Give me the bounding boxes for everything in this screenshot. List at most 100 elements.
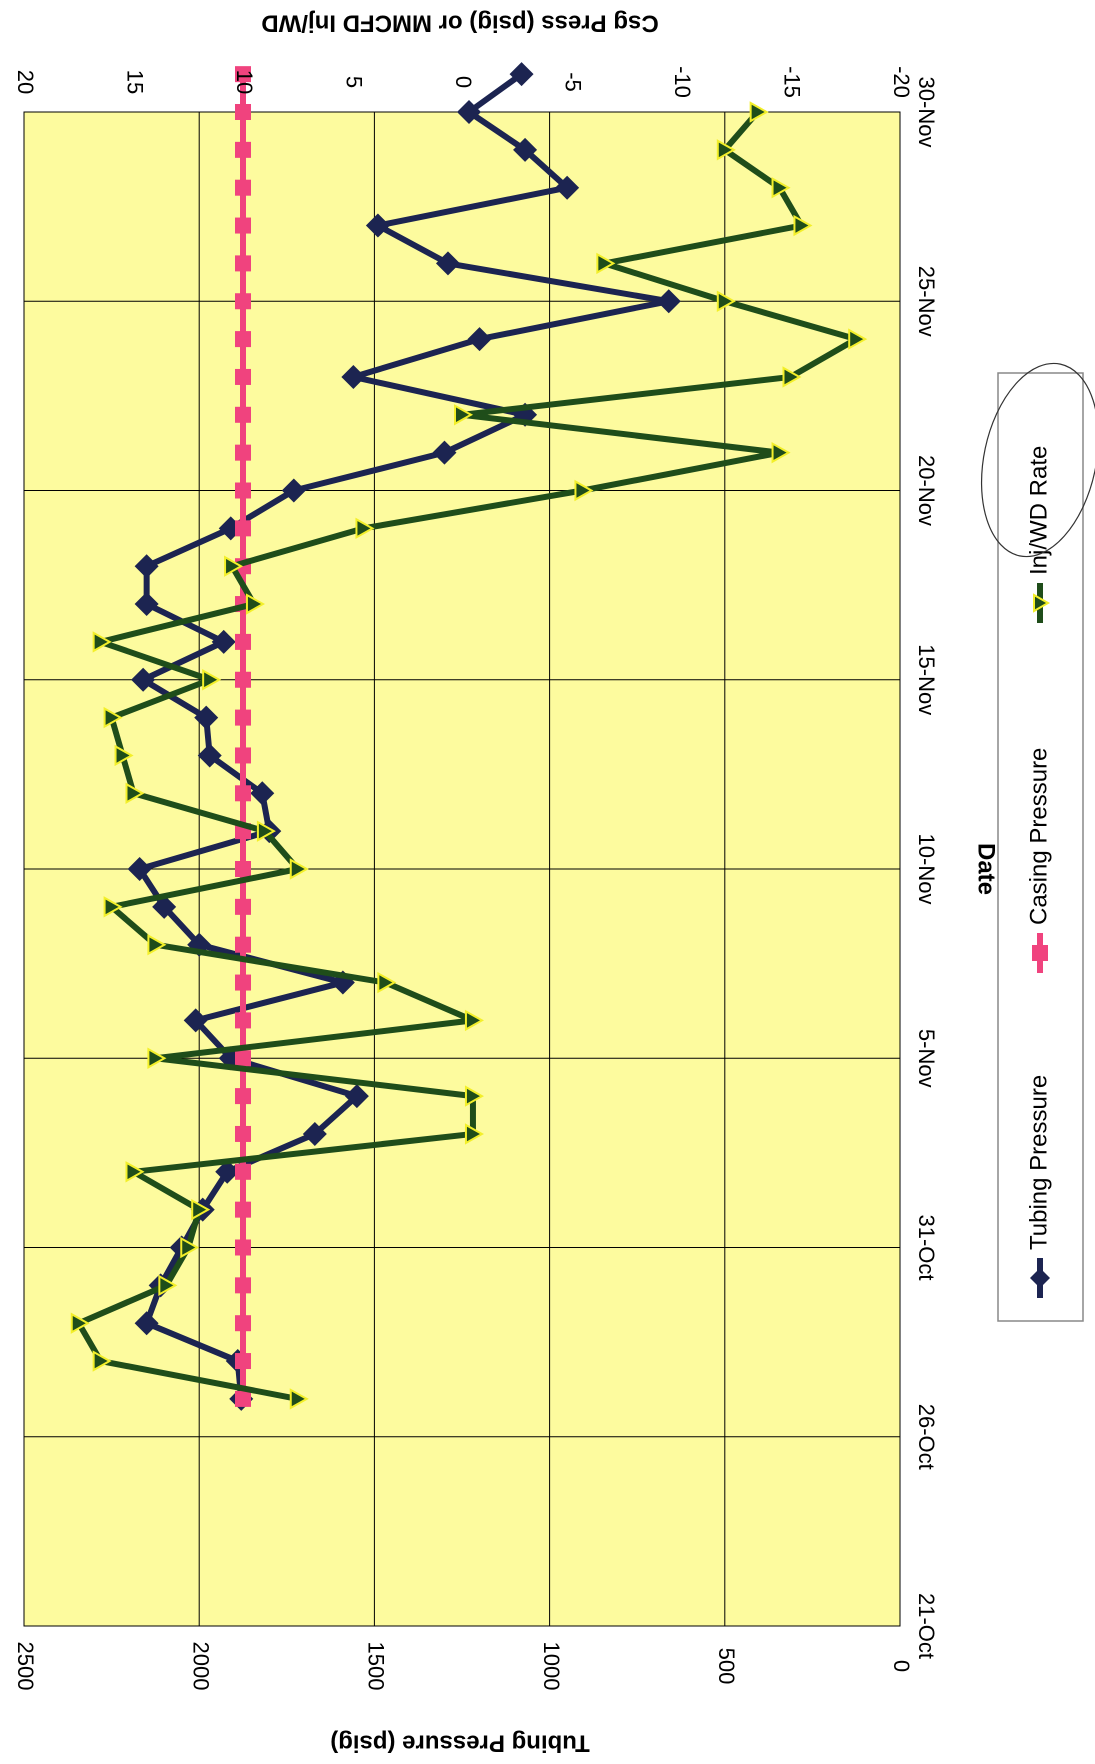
casing-pressure-point — [235, 709, 251, 726]
casing-pressure-point — [235, 141, 251, 158]
casing-pressure-point — [235, 633, 251, 650]
inj-wd-rate-point — [114, 744, 134, 767]
inj-wd-rate-point — [716, 139, 736, 161]
tubing-pressure-point — [467, 327, 492, 352]
casing-pressure-point — [235, 255, 251, 272]
inj-wd-rate-point — [70, 1312, 90, 1334]
casing-pressure-point — [235, 368, 251, 385]
casing-pressure-point — [235, 974, 251, 991]
date-tick-label: 20-Nov — [914, 455, 939, 526]
secondary-axis-tick-label: -10 — [670, 66, 695, 98]
inj-wd-rate-point — [224, 555, 244, 577]
inj-wd-rate-point — [180, 1236, 200, 1259]
legend-label: Tubing Pressure — [1025, 1075, 1052, 1250]
casing-pressure-point — [235, 747, 251, 764]
date-tick-label: 10-Nov — [914, 834, 939, 905]
casing-pressure-point — [235, 1353, 251, 1370]
tubing-pressure-point — [134, 1311, 159, 1336]
casing-pressure-point — [235, 861, 251, 877]
casing-pressure-point — [235, 179, 251, 196]
tubing-pressure-point — [127, 857, 152, 881]
inj-wd-rate-point — [202, 669, 222, 691]
right-axis-title: Csg Press (psig) or MMCFD Inj/WD — [261, 10, 658, 37]
inj-wd-rate-point — [103, 706, 123, 729]
date-tick-label: 21-Oct — [914, 1593, 939, 1659]
inj-wd-rate-point — [464, 1123, 484, 1145]
casing-pressure-point — [235, 1125, 251, 1142]
inj-wd-rate-point — [454, 404, 474, 426]
inj-wd-rate-point — [92, 631, 112, 653]
tubing-pressure-point — [152, 894, 177, 919]
casing-pressure-point — [235, 406, 251, 423]
casing-pressure-point — [235, 1277, 251, 1294]
tubing-pressure-point — [457, 100, 482, 124]
casing-pressure-point — [235, 1201, 251, 1218]
inj-wd-rate-point — [848, 328, 868, 350]
secondary-axis-tick-label: -5 — [561, 72, 586, 92]
inj-wd-rate-point — [158, 1274, 178, 1297]
legend-marker-triangle — [1033, 593, 1051, 613]
inj-wd-rate-point — [147, 1047, 167, 1069]
tubing-pressure-point — [656, 289, 681, 314]
secondary-axis-tick-label: 10 — [232, 70, 257, 94]
tubing-pressure-point — [432, 440, 457, 465]
tubing-pressure-tick-label: 1000 — [539, 1642, 564, 1691]
tubing-pressure-point — [183, 1008, 208, 1033]
tubing-pressure-point — [211, 629, 236, 654]
inj-wd-rate-point — [464, 1009, 484, 1032]
date-tick-label: 5-Nov — [914, 1029, 939, 1088]
date-tick-label: 25-Nov — [914, 266, 939, 337]
inj-wd-rate-point — [771, 176, 791, 199]
inj-wd-rate-point — [355, 517, 375, 540]
casing-pressure-point — [235, 482, 251, 499]
casing-pressure-point — [235, 104, 251, 120]
inj-wd-rate-point — [92, 1350, 112, 1372]
inj-wd-rate-point — [771, 441, 791, 464]
secondary-axis-tick-label: 20 — [13, 70, 38, 94]
secondary-axis-tick-label: -15 — [780, 66, 805, 98]
date-tick-label: 31-Oct — [914, 1214, 939, 1280]
inj-wd-rate-point — [103, 896, 123, 918]
tubing-pressure-point — [134, 554, 159, 579]
casing-pressure-point — [235, 1315, 251, 1332]
inj-wd-rate-point — [245, 593, 265, 615]
tubing-pressure-tick-label: 2500 — [13, 1642, 38, 1691]
tubing-pressure-point — [509, 62, 534, 87]
tubing-pressure-tick-label: 2000 — [188, 1642, 213, 1691]
legend-label: Inj/WD Rate — [1025, 446, 1052, 575]
inj-wd-rate-point — [125, 1161, 145, 1183]
inj-wd-rate-point — [377, 971, 397, 994]
casing-pressure-point — [235, 785, 251, 802]
casing-pressure-point — [235, 936, 251, 953]
inj-wd-rate-point — [464, 1085, 484, 1107]
date-tick-label: 30-Nov — [914, 77, 939, 148]
casing-pressure-point — [235, 1239, 251, 1256]
x-axis-title: Date — [973, 843, 1000, 895]
casing-pressure-point — [235, 217, 251, 234]
casing-pressure-point — [235, 1088, 251, 1105]
inj-wd-rate-point — [596, 252, 616, 275]
casing-pressure-point — [235, 1012, 251, 1029]
tubing-pressure-point — [281, 478, 306, 503]
tubing-pressure-point — [555, 175, 580, 200]
tubing-pressure-point — [134, 592, 159, 617]
casing-pressure-point — [235, 66, 251, 83]
tubing-pressure-tick-label: 1500 — [364, 1642, 389, 1691]
plot-layer — [23, 62, 901, 1627]
tubing-pressure-point — [215, 1159, 240, 1184]
date-tick-label: 15-Nov — [914, 644, 939, 715]
secondary-axis-tick-label: -20 — [889, 66, 914, 98]
secondary-axis-tick-label: 0 — [451, 76, 476, 88]
inj-wd-rate-point — [793, 214, 813, 237]
tubing-pressure-point — [194, 705, 219, 730]
inj-wd-rate-point — [716, 290, 736, 312]
casing-pressure-point — [235, 1163, 251, 1180]
tubing-pressure-point — [513, 137, 538, 162]
casing-pressure-point — [235, 1050, 251, 1067]
left-axis-title: Tubing Pressure (psig) — [330, 1730, 590, 1757]
casing-pressure-point — [235, 671, 251, 688]
inj-wd-rate-point — [289, 1388, 309, 1410]
casing-pressure-point — [235, 331, 251, 348]
tubing-pressure-point — [365, 213, 390, 238]
